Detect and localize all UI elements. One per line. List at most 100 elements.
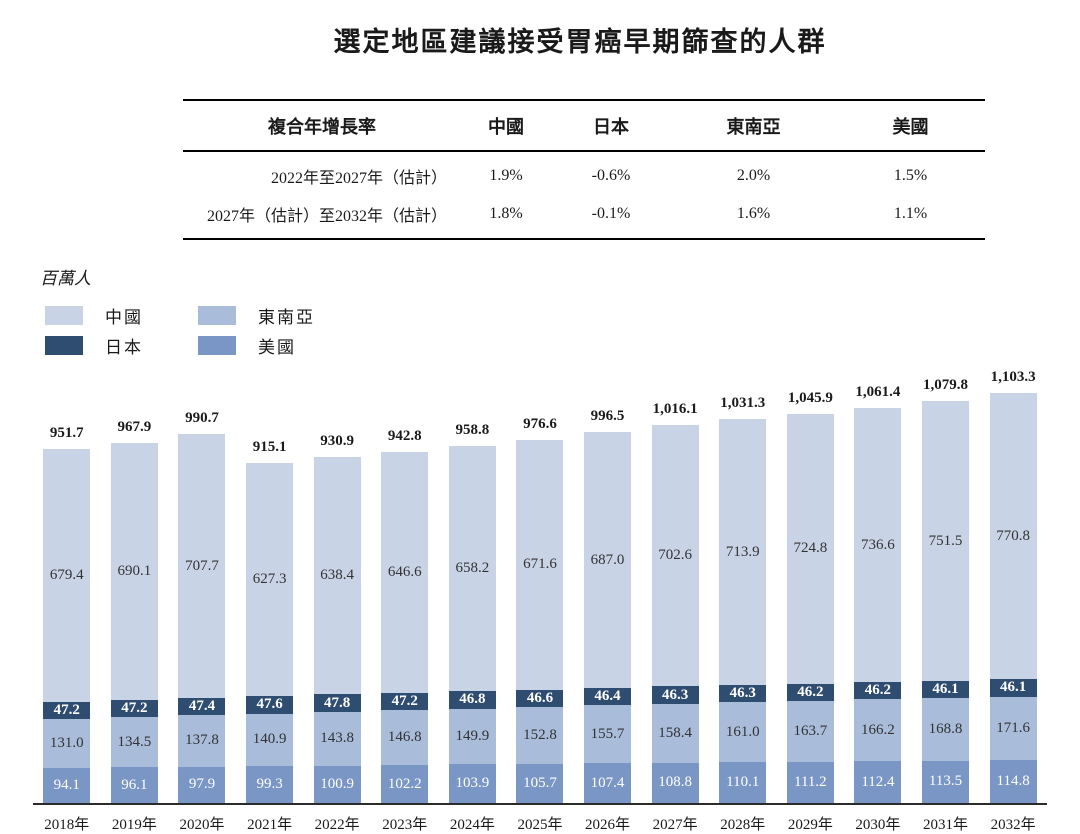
bar-column: 1,079.8 751.5 46.1 168.8 113.5 — [912, 377, 980, 803]
x-axis-label: 2031年（估計） — [912, 814, 980, 834]
bar-segment-japan: 46.8 — [448, 691, 496, 709]
bar-segment-china: 690.1 — [110, 443, 158, 700]
segment-value-label: 46.2 — [864, 682, 892, 699]
bar-segment-japan: 46.3 — [651, 686, 699, 704]
bar-segment-usa: 105.7 — [516, 763, 564, 803]
segment-value-label: 166.2 — [861, 721, 895, 738]
segment-value-label: 149.9 — [455, 727, 490, 744]
segment-value-label: 47.6 — [256, 696, 283, 713]
bar-column: 958.8 658.2 46.8 149.9 103.9 — [439, 422, 507, 803]
x-axis-label: 2023年（估計） — [371, 814, 439, 834]
segment-value-label: 110.1 — [726, 774, 760, 790]
legend-item-usa: 美國 — [198, 331, 315, 359]
bar-stack: 638.4 47.8 143.8 100.9 — [313, 456, 361, 803]
bar-stack: 690.1 47.2 134.5 96.1 — [110, 443, 158, 803]
x-axis-label: 2027年（估計） — [641, 814, 709, 834]
bar-segment-usa: 113.5 — [922, 760, 970, 803]
bar-segment-japan: 47.4 — [178, 697, 226, 716]
bar-segment-china: 638.4 — [313, 456, 361, 695]
segment-value-label: 131.0 — [49, 735, 84, 752]
segment-value-label: 146.8 — [387, 729, 422, 746]
segment-value-label: 168.8 — [928, 720, 963, 737]
x-axis-label: 2029年（估計） — [777, 814, 845, 834]
bar-segment-southeast-asia: 149.9 — [448, 708, 496, 765]
table-row: 2027年（估計）至2032年（估計） 1.8% -0.1% 1.6% 1.1% — [183, 195, 985, 239]
x-axis-label: 2020年 — [168, 814, 236, 834]
bar-stack: 751.5 46.1 168.8 113.5 — [922, 401, 970, 803]
bar-segment-southeast-asia: 131.0 — [43, 719, 91, 768]
segment-value-label: 627.3 — [252, 570, 287, 587]
x-axis-label: 2022年 — [303, 814, 371, 834]
y-axis-unit-label: 百萬人 — [40, 269, 91, 288]
row-period-label: 2027年（估計）至2032年（估計） — [206, 208, 447, 225]
bar-segment-southeast-asia: 155.7 — [584, 705, 632, 763]
bar-total-label: 967.9 — [117, 419, 152, 436]
segment-value-label: 112.4 — [861, 773, 895, 790]
segment-value-label: 134.5 — [117, 733, 152, 750]
cagr-value-cell: -0.6% — [591, 167, 631, 184]
legend-label-china: 中國 — [105, 307, 143, 327]
segment-value-label: 687.0 — [590, 551, 625, 568]
bar-segment-japan: 46.4 — [584, 687, 632, 706]
bar-total-label: 1,045.9 — [787, 389, 833, 406]
x-axis-year: 2025年 — [517, 817, 563, 833]
segment-value-label: 96.1 — [121, 776, 148, 793]
legend-swatch-southeast-asia — [198, 305, 236, 325]
bar-segment-southeast-asia: 140.9 — [246, 713, 294, 767]
bar-segment-usa: 108.8 — [651, 762, 699, 803]
bar-column: 1,045.9 724.8 46.2 163.7 111.2 — [777, 390, 845, 803]
bar-segment-china: 751.5 — [922, 401, 970, 681]
bar-segment-southeast-asia: 171.6 — [989, 696, 1037, 761]
segment-value-label: 671.6 — [523, 556, 557, 573]
bar-column: 1,031.3 713.9 46.3 161.0 110.1 — [709, 395, 777, 803]
bar-segment-japan: 46.6 — [516, 689, 564, 707]
segment-value-label: 707.7 — [185, 557, 219, 574]
chart-plot-area: 951.7 679.4 47.2 131.0 94.1 967.9 690.1 47.2 134… — [33, 363, 1047, 805]
segment-value-label: 46.3 — [662, 686, 689, 703]
segment-value-label: 47.4 — [188, 698, 216, 715]
bar-segment-usa: 97.9 — [178, 766, 226, 803]
bar-total-label: 942.8 — [387, 428, 422, 445]
x-axis-year: 2019年 — [111, 817, 157, 833]
x-axis-label: 2024年（估計） — [439, 814, 507, 834]
segment-value-label: 46.2 — [797, 683, 824, 700]
bar-segment-southeast-asia: 137.8 — [178, 715, 226, 767]
bar-column: 996.5 687.0 46.4 155.7 107.4 — [574, 408, 642, 803]
segment-value-label: 736.6 — [861, 536, 895, 553]
segment-value-label: 646.6 — [387, 564, 422, 581]
segment-value-label: 724.8 — [793, 540, 828, 557]
bar-segment-china: 702.6 — [651, 425, 699, 687]
bar-segment-southeast-asia: 152.8 — [516, 706, 564, 764]
segment-value-label: 152.8 — [523, 726, 557, 743]
segment-value-label: 111.2 — [794, 773, 827, 790]
bar-segment-china: 736.6 — [854, 408, 902, 683]
segment-value-label: 171.6 — [996, 719, 1030, 736]
legend-swatch-china — [45, 305, 83, 325]
segment-value-label: 114.8 — [996, 773, 1030, 790]
bar-segment-southeast-asia: 161.0 — [719, 702, 767, 762]
segment-value-label: 99.3 — [256, 776, 283, 793]
table-header-cell: 中國 — [488, 117, 524, 137]
x-axis-label: 2030年（估計） — [844, 814, 912, 834]
x-axis-labels: 2018年 2019年 2020年 2021年 2022年 2023年（估計）2024年（… — [33, 814, 1047, 834]
row-period-label: 2022年至2027年（估計） — [270, 170, 447, 187]
segment-value-label: 702.6 — [658, 547, 693, 564]
bar-stack: 724.8 46.2 163.7 111.2 — [786, 413, 834, 803]
cagr-table-header: 複合年增長率 中國 日本 東南亞 美國 — [183, 100, 985, 151]
bar-stack: 627.3 47.6 140.9 99.3 — [246, 462, 294, 803]
bar-segment-china: 671.6 — [516, 439, 564, 690]
x-axis-year: 2028年 — [720, 817, 766, 833]
bar-total-label: 915.1 — [252, 438, 287, 455]
segment-value-label: 140.9 — [252, 731, 287, 748]
bar-column: 1,061.4 736.6 46.2 166.2 112.4 — [844, 384, 912, 803]
cagr-value-cell: -0.1% — [591, 205, 631, 222]
bar-stack: 707.7 47.4 137.8 97.9 — [178, 434, 226, 803]
bar-stack: 658.2 46.8 149.9 103.9 — [448, 446, 496, 803]
bar-total-label: 951.7 — [49, 425, 84, 442]
bar-segment-japan: 46.1 — [922, 680, 970, 699]
x-axis-label: 2032年（估計） — [979, 814, 1047, 834]
segment-value-label: 105.7 — [523, 774, 557, 791]
x-axis-label: 2026年（估計） — [574, 814, 642, 834]
bar-total-label: 990.7 — [185, 410, 219, 427]
bar-column: 1,016.1 702.6 46.3 158.4 108.8 — [641, 401, 709, 803]
